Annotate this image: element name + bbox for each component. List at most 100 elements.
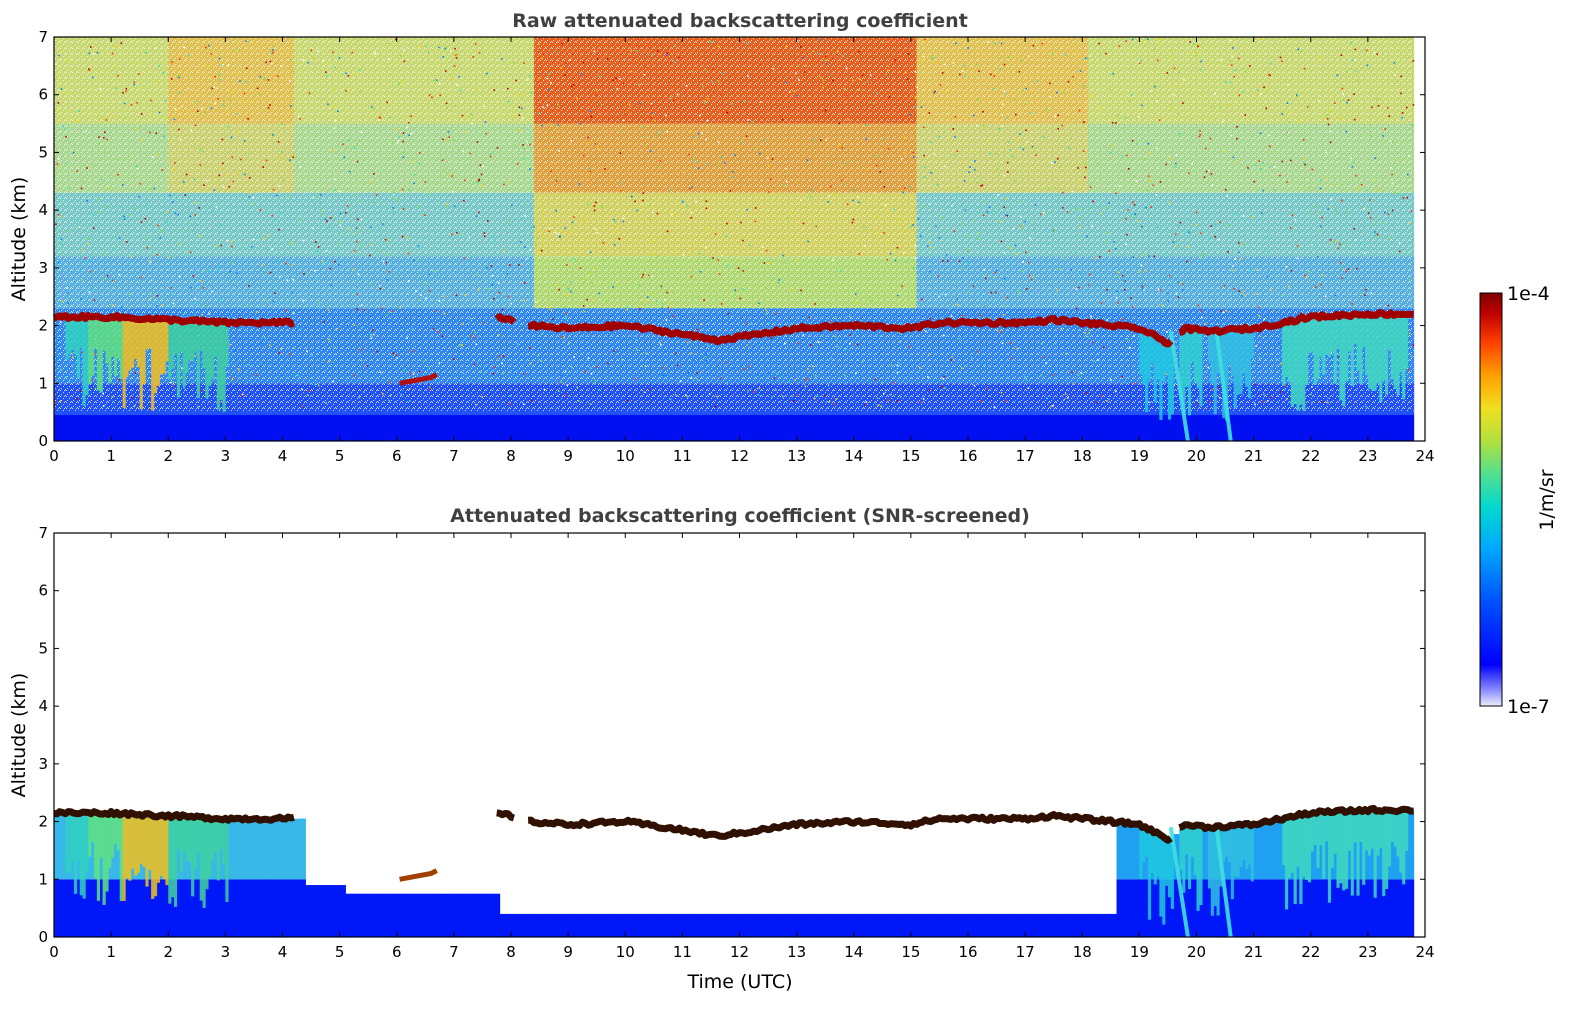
speckle	[281, 150, 283, 153]
speckle	[705, 353, 707, 356]
field-cell	[1202, 879, 1209, 937]
speckle	[573, 258, 576, 261]
field-cell	[1036, 415, 1043, 441]
speckle	[128, 155, 130, 158]
speckle	[1229, 59, 1231, 62]
field-cell	[859, 415, 866, 441]
speckle	[1353, 93, 1355, 96]
speckle	[106, 138, 108, 141]
speckle	[929, 270, 931, 273]
speckle	[155, 132, 157, 134]
plume-cell	[1362, 810, 1366, 885]
speckle	[105, 119, 108, 121]
field-cell	[1259, 415, 1266, 441]
speckle	[618, 238, 620, 240]
speckle	[1121, 154, 1124, 157]
speckle	[458, 148, 461, 151]
field-cell	[128, 415, 135, 441]
speckle	[238, 368, 240, 371]
field-cell	[1345, 879, 1352, 937]
speckle	[1079, 70, 1082, 72]
speckle	[804, 385, 807, 388]
speckle	[920, 106, 923, 108]
speckle	[540, 360, 543, 362]
speckle	[798, 79, 800, 81]
speckle	[1054, 342, 1057, 345]
speckle	[1404, 367, 1407, 369]
speckle	[77, 220, 80, 223]
speckle	[236, 272, 238, 275]
speckle	[264, 337, 266, 339]
speckle	[742, 288, 744, 291]
field-cell	[550, 913, 558, 937]
speckle	[317, 50, 320, 52]
speckle	[56, 357, 59, 359]
field-cell	[545, 913, 552, 937]
speckle	[388, 399, 390, 402]
speckle	[463, 257, 466, 260]
speckle	[1145, 254, 1148, 257]
field-cell	[888, 913, 895, 937]
speckle	[1177, 224, 1180, 227]
plume-cell	[191, 320, 195, 362]
field-cell	[1270, 820, 1278, 880]
speckle	[1168, 57, 1171, 60]
speckle	[1269, 74, 1271, 77]
field-cell	[1282, 415, 1289, 441]
y-tick-label: 6	[38, 86, 48, 104]
field-cell	[1276, 819, 1283, 880]
speckle	[222, 100, 225, 103]
speckle	[268, 344, 271, 347]
field-cell	[1265, 822, 1272, 880]
speckle	[570, 290, 572, 293]
speckle	[832, 259, 834, 262]
speckle	[707, 344, 709, 347]
field-cell	[545, 415, 552, 441]
speckle	[559, 230, 561, 233]
speckle	[1203, 176, 1206, 179]
speckle	[1049, 304, 1052, 306]
speckle	[220, 244, 223, 247]
speckle	[386, 278, 389, 281]
field-cell	[1345, 415, 1352, 441]
field-cell	[905, 913, 912, 937]
plume-cell	[1319, 812, 1323, 846]
plume-cell	[1250, 824, 1254, 882]
speckle	[86, 199, 88, 202]
speckle	[807, 368, 809, 370]
speckle	[1296, 245, 1299, 247]
speckle	[758, 387, 761, 389]
speckle	[859, 78, 861, 81]
speckle	[723, 394, 726, 396]
speckle	[691, 70, 694, 73]
speckle	[333, 127, 336, 130]
speckle	[1232, 156, 1235, 159]
speckle	[1324, 295, 1327, 298]
speckle	[278, 210, 281, 213]
field-cell	[116, 879, 124, 937]
speckle	[858, 253, 860, 255]
speckle	[565, 312, 567, 315]
speckle	[584, 370, 586, 373]
field-cell	[830, 913, 838, 937]
speckle	[1147, 38, 1149, 41]
speckle	[691, 309, 694, 312]
plume-cell	[1170, 340, 1174, 415]
speckle	[111, 396, 114, 398]
speckle	[954, 136, 956, 138]
speckle	[1199, 68, 1202, 71]
speckle	[370, 226, 372, 229]
speckle	[233, 377, 235, 380]
speckle	[663, 298, 666, 301]
field-cell	[990, 913, 998, 937]
speckle	[570, 140, 573, 142]
speckle	[705, 200, 708, 202]
speckle	[144, 51, 147, 54]
field-cell	[276, 818, 284, 880]
speckle	[92, 53, 95, 55]
speckle	[328, 360, 331, 363]
speckle	[1382, 222, 1385, 224]
field-cell	[1173, 415, 1180, 441]
speckle	[461, 114, 464, 117]
speckle	[524, 373, 526, 375]
